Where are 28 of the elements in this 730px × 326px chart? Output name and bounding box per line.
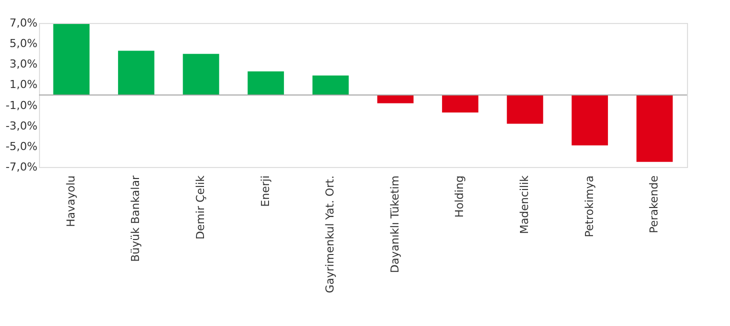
y-tick-label: 1,0% <box>10 78 38 92</box>
bar <box>572 95 608 146</box>
y-tick-label: -1,0% <box>6 98 38 112</box>
bar <box>636 95 673 162</box>
y-tick-label: -3,0% <box>6 119 38 132</box>
x-tick-label: Büyük Bankalar <box>129 175 142 262</box>
y-tick-label: 5,0% <box>10 37 38 50</box>
x-tick-label: Madencilik <box>518 174 531 234</box>
bar <box>377 95 414 104</box>
y-tick-label: 7,0% <box>10 16 38 30</box>
bar <box>312 75 349 95</box>
bar <box>118 50 154 95</box>
bar <box>506 95 544 124</box>
x-tick-label: Dayanıklı Tüketim <box>388 176 402 273</box>
y-tick-label: -5,0% <box>6 140 38 153</box>
x-tick-label: Enerji <box>258 176 272 207</box>
bar <box>248 71 284 95</box>
x-tick-label: Havayolu <box>64 176 78 228</box>
bar <box>53 24 90 95</box>
x-tick-label: Holding <box>453 176 466 218</box>
bar <box>182 54 220 95</box>
y-tick-label: 3,0% <box>10 58 38 71</box>
y-tick-label: -7,0% <box>6 160 38 174</box>
x-tick-label: Demir Çelik <box>194 174 207 240</box>
x-tick-label: Petrokimya <box>582 176 596 238</box>
bar <box>442 95 478 112</box>
x-tick-label: Gayrimenkul Yat. Ort. <box>324 176 337 294</box>
x-tick-label: Perakende <box>648 175 661 234</box>
